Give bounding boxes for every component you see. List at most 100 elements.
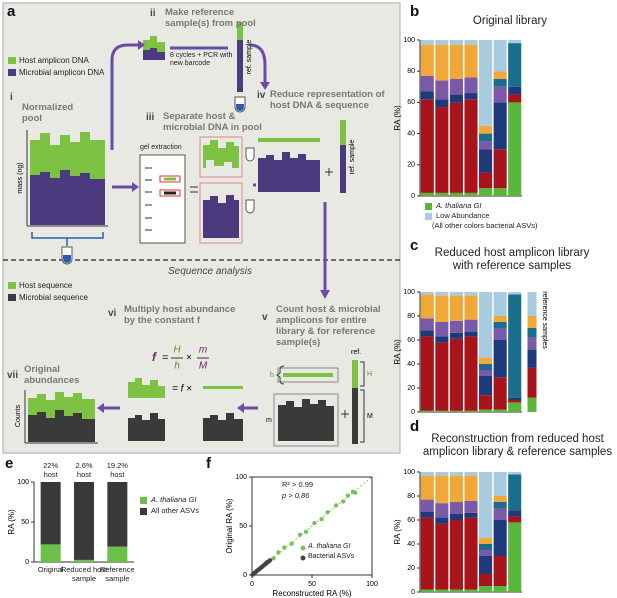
bar-segment — [449, 320, 463, 333]
bar-segment — [508, 510, 522, 517]
bar-segment — [435, 107, 449, 193]
bar-segment — [435, 503, 449, 518]
step-title: Normalized pool — [22, 102, 74, 124]
bar-segment — [508, 400, 522, 403]
point — [353, 490, 358, 495]
bar-segment — [479, 40, 493, 126]
count-step — [273, 360, 365, 447]
bar-segment — [420, 475, 434, 500]
bar-segment — [479, 125, 493, 134]
y-tick-label: 100 — [403, 469, 415, 476]
chart-title ttl: Original library — [472, 15, 548, 27]
bar-segment — [449, 514, 463, 520]
bar-segment — [420, 40, 434, 45]
bar-segment — [479, 364, 493, 370]
point — [341, 499, 346, 504]
bar-segment — [435, 292, 449, 296]
bar-segment — [464, 517, 478, 590]
bar-segment — [527, 397, 537, 412]
bar-segment — [449, 520, 463, 590]
bar-segment — [479, 141, 493, 150]
bar-segment — [74, 482, 94, 560]
bar-segment — [493, 556, 507, 586]
bar-segment — [493, 340, 507, 378]
separation-step — [139, 136, 255, 244]
panel-label: d — [410, 418, 420, 435]
x-tick-label: 50 — [308, 581, 316, 588]
bar-segment — [527, 328, 537, 338]
bar-segment — [420, 517, 434, 590]
bar-segment — [493, 149, 507, 189]
bar-segment — [449, 44, 463, 79]
bar-segment — [493, 188, 507, 196]
bar-segment — [464, 331, 478, 337]
panel-label: b — [410, 3, 420, 20]
bar-segment — [479, 188, 493, 196]
y-tick-label: 60 — [407, 517, 415, 524]
chart-title: Reconstruction from reduced host amplico… — [422, 433, 613, 459]
bar-segment — [508, 402, 522, 412]
y-tick-label: 50 — [21, 519, 29, 526]
bar-segment — [449, 410, 463, 412]
arrows — [104, 43, 327, 410]
formula: f — [152, 350, 157, 364]
bar-segment — [493, 71, 507, 79]
bar-segment — [420, 499, 434, 512]
point — [303, 529, 309, 535]
y-axis-label: Original RA (%) — [225, 498, 234, 553]
bar-segment — [449, 94, 463, 103]
bar-segment — [420, 44, 434, 76]
bar-segment — [493, 316, 507, 322]
bar-segment — [40, 482, 61, 545]
step-number: vii — [7, 370, 19, 381]
y-tick-label: 100 — [403, 289, 415, 296]
annotation: host — [43, 470, 58, 479]
bar-segment — [464, 292, 478, 296]
panel-label: e — [5, 455, 14, 472]
bar-segment — [449, 79, 463, 95]
step-title: Original abundances — [24, 364, 80, 386]
bar-segment — [449, 475, 463, 502]
bar-segment — [449, 502, 463, 514]
count-label: m — [266, 417, 272, 424]
y-axis-label: RA (%) — [393, 339, 402, 365]
point — [297, 532, 303, 538]
point — [282, 545, 287, 550]
count-label: ref. — [351, 349, 361, 356]
bar-segment — [420, 91, 434, 100]
bar-segment — [464, 192, 478, 196]
bar-segment — [479, 172, 493, 189]
point — [319, 516, 324, 522]
y-tick-label: 100 — [403, 37, 415, 44]
axis-label: mass (ng) — [17, 162, 24, 193]
bar-segment — [493, 79, 507, 87]
bar-segment — [435, 589, 449, 592]
bar-segment — [435, 475, 449, 504]
bar-segment — [420, 511, 434, 518]
y-tick-label: 40 — [407, 541, 415, 548]
bar-segment — [464, 295, 478, 320]
vertical-label: ref. sample — [246, 40, 253, 75]
y-tick-label: 60 — [407, 337, 415, 344]
y-tick-label: 80 — [407, 493, 415, 500]
bar-segment — [464, 500, 478, 513]
bar-segment — [479, 358, 493, 364]
bar-segment — [479, 544, 493, 550]
x-tick-label: Original — [37, 565, 64, 574]
bar-segment — [508, 474, 522, 511]
bar-segment — [508, 397, 522, 400]
bar-segment — [479, 409, 493, 412]
legend-label: Host sequence — [19, 281, 73, 290]
step-title: Reduce representation of host DNA & sequ… — [270, 89, 385, 111]
bar-segment — [464, 475, 478, 501]
bar-segment — [493, 40, 507, 72]
y-tick-label: 40 — [407, 361, 415, 368]
bar-segment — [435, 342, 449, 411]
value-label: 2.6% — [75, 461, 93, 470]
y-tick-label: 80 — [407, 313, 415, 320]
bar-segment — [449, 332, 463, 339]
y-tick-label: 20 — [407, 162, 415, 169]
bar-segment — [435, 336, 449, 343]
count-label: h — [270, 372, 274, 379]
